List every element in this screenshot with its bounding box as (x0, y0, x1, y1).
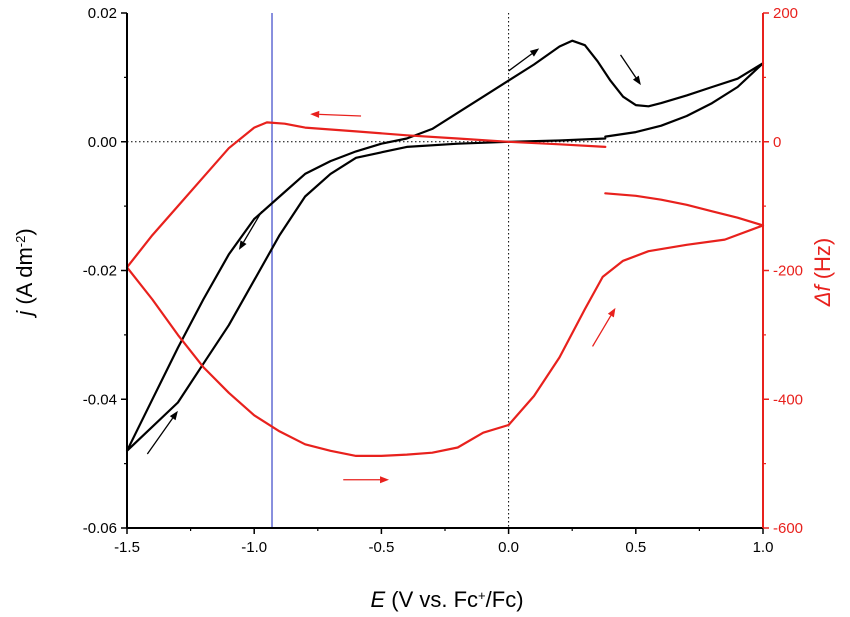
current-density-curve (125, 39, 765, 452)
y-left-tick-label: 0.00 (88, 134, 117, 151)
y-left-tick-label: 0.02 (88, 5, 117, 22)
y-right-tick-label: -200 (773, 263, 803, 280)
reference-lines (127, 13, 763, 528)
x-tick-label: 0.0 (498, 539, 519, 556)
y-left-tick-label: -0.04 (83, 391, 117, 408)
direction-arrow-head (632, 75, 641, 86)
direction-arrow-head (607, 307, 616, 318)
y-right-tick-label: -400 (773, 391, 803, 408)
x-tick-label: 1.0 (753, 539, 774, 556)
x-tick-label: -1.0 (241, 539, 267, 556)
direction-arrow-head (380, 476, 390, 484)
direction-arrow-head (238, 240, 247, 250)
y-left-tick-label: -0.06 (83, 520, 117, 537)
direction-arrow-shaft (146, 417, 174, 455)
y-right-tick-label: 0 (773, 134, 781, 151)
direction-arrow-shaft (319, 113, 362, 117)
direction-arrow-shaft (508, 53, 533, 72)
y-left-tick-label: -0.02 (83, 263, 117, 280)
x-tick-label: 0.5 (625, 539, 646, 556)
frequency-shift-curve (125, 121, 765, 457)
direction-arrow-shaft (242, 210, 263, 243)
direction-arrow-shaft (619, 54, 637, 78)
x-tick-label: -1.5 (114, 539, 140, 556)
y-axis-right-title: Δf (Hz) (810, 238, 835, 308)
data-curves (125, 39, 765, 457)
y-right-tick-label: -600 (773, 520, 803, 537)
direction-arrow-shaft (591, 315, 612, 347)
direction-arrows (146, 48, 641, 484)
direction-arrow-head (529, 48, 540, 57)
direction-arrow-head (310, 110, 320, 118)
y-right-tick-label: 200 (773, 5, 798, 22)
tick-marks: -1.5 -1.0 -0.5 0.0 0.5 1.0 -0.06 -0.04 -0.02 0.00… (83, 5, 803, 556)
direction-arrow-head (169, 410, 178, 421)
x-axis-title: E (V vs. Fc+/Fc) (370, 587, 523, 612)
x-tick-label: -0.5 (368, 539, 394, 556)
y-axis-left-title: j (A dm-2) (12, 228, 37, 318)
